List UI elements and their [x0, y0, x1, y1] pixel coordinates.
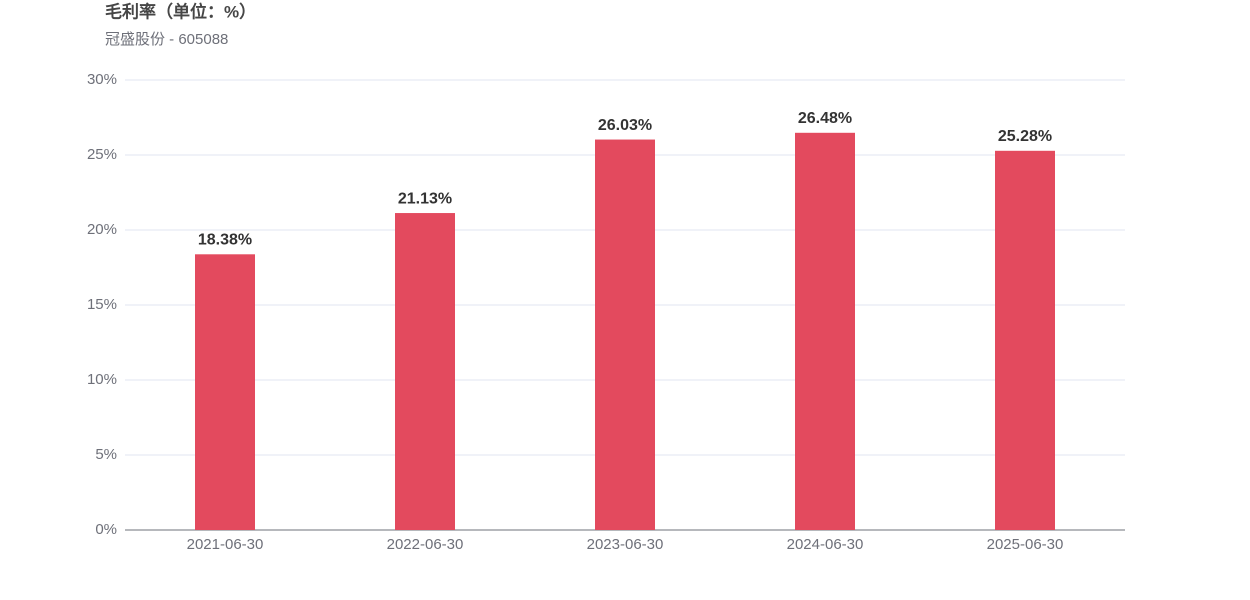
bar — [795, 132, 855, 531]
y-tick-label: 30% — [87, 71, 117, 88]
chart-subtitle: 冠盛股份 - 605088 — [105, 31, 228, 48]
bar — [395, 213, 455, 531]
chart-title: 毛利率（单位：%） — [105, 1, 256, 21]
x-tick-label: 2024-06-30 — [787, 536, 864, 553]
value-label: 18.38% — [198, 232, 252, 249]
bar — [195, 254, 255, 531]
value-label: 21.13% — [398, 190, 452, 207]
x-tick-label: 2021-06-30 — [187, 536, 264, 553]
y-tick-label: 0% — [95, 521, 117, 538]
value-label: 26.48% — [798, 110, 852, 127]
value-label: 25.28% — [998, 128, 1052, 145]
value-label: 26.03% — [598, 117, 652, 134]
y-tick-label: 15% — [87, 296, 117, 313]
bar — [995, 150, 1055, 531]
x-tick-label: 2025-06-30 — [987, 536, 1064, 553]
bar — [595, 139, 655, 531]
x-tick-label: 2023-06-30 — [587, 536, 664, 553]
y-tick-label: 5% — [95, 446, 117, 463]
x-tick-label: 2022-06-30 — [387, 536, 464, 553]
y-tick-label: 25% — [87, 146, 117, 163]
y-tick-label: 10% — [87, 371, 117, 388]
y-tick-label: 20% — [87, 221, 117, 238]
